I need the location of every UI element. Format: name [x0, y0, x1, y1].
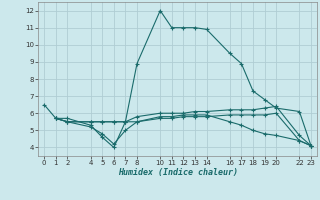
X-axis label: Humidex (Indice chaleur): Humidex (Indice chaleur): [118, 168, 238, 177]
